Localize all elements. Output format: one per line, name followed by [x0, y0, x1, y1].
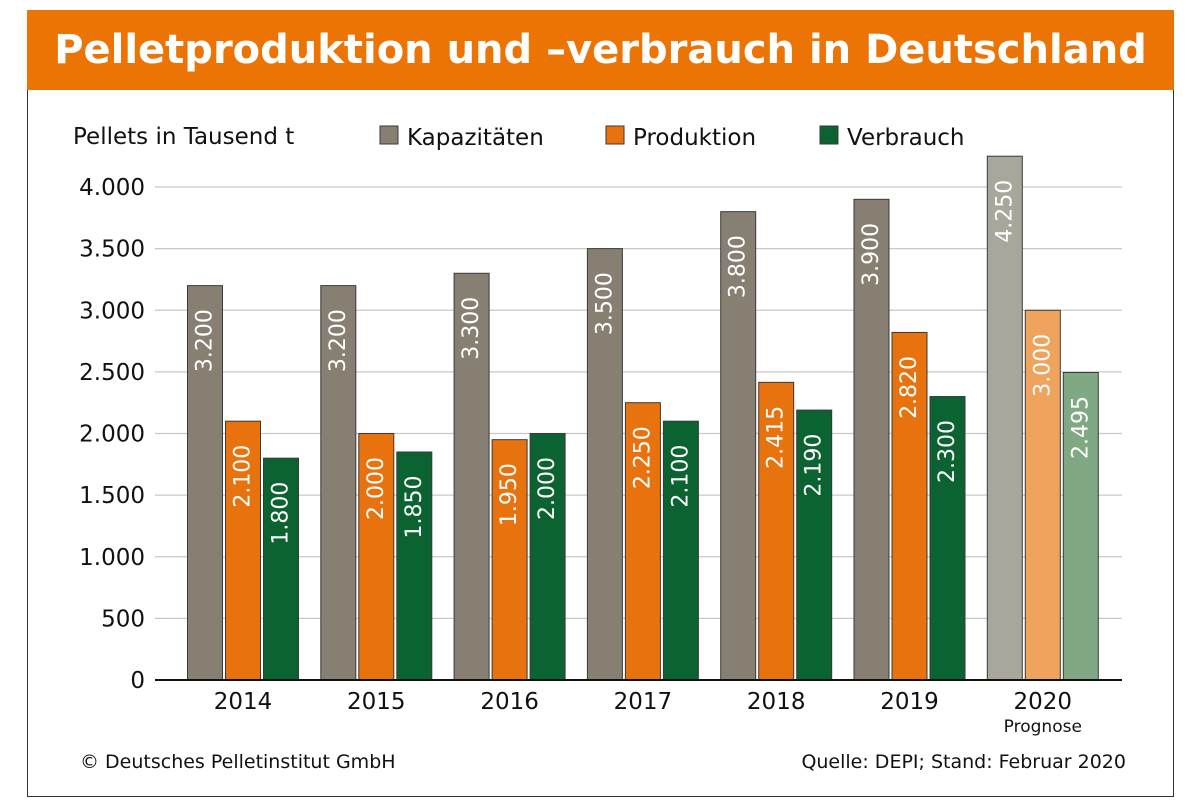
source-note: Quelle: DEPI; Stand: Februar 2020 — [801, 751, 1126, 773]
bar-produktion-2018 — [758, 381, 795, 681]
data-label: 2.000 — [535, 457, 560, 520]
data-label: 3.200 — [326, 309, 351, 372]
data-label: 2.000 — [364, 457, 389, 520]
bar-kapazitäten-2014 — [187, 285, 223, 681]
bar-verbrauch-2020 — [1062, 371, 1099, 681]
data-label: 3.300 — [459, 297, 484, 360]
x-tick-label: 2014 — [214, 689, 273, 715]
data-label: 1.800 — [269, 482, 294, 545]
y-tick-label: 500 — [101, 606, 145, 632]
bar-produktion-2015 — [358, 433, 395, 681]
data-label: 1.850 — [402, 475, 427, 538]
bar-verbrauch-2019 — [929, 396, 966, 681]
data-label: 3.900 — [859, 223, 884, 286]
bar-verbrauch-2015 — [396, 451, 433, 681]
x-tick-label: 2019 — [880, 689, 939, 715]
bar-verbrauch-2017 — [662, 420, 699, 681]
x-tick-label: 2015 — [347, 689, 406, 715]
chart-title: Pelletproduktion und –verbrauch in Deuts… — [27, 10, 1174, 90]
data-label: 2.250 — [630, 426, 655, 489]
bar-kapazitäten-2015 — [320, 285, 357, 681]
data-label: 3.000 — [1030, 334, 1055, 397]
x-tick-label: 2020 — [1014, 689, 1073, 715]
data-label: 2.495 — [1068, 396, 1093, 459]
data-label: 2.100 — [231, 445, 256, 508]
x-tick-label: 2017 — [614, 689, 673, 715]
data-label: 3.500 — [592, 272, 617, 335]
data-label: 2.415 — [764, 406, 789, 469]
data-label: 4.250 — [992, 180, 1017, 243]
legend-swatch — [605, 125, 625, 145]
data-label: 2.820 — [897, 356, 922, 419]
data-label: 3.800 — [726, 235, 751, 298]
y-tick-label: 3.000 — [79, 298, 145, 324]
bar-kapazitäten-2020 — [986, 155, 1023, 681]
bar-produktion-2014 — [225, 420, 261, 681]
data-label: 2.190 — [802, 434, 827, 497]
y-tick-label: 3.500 — [79, 237, 145, 263]
legend-swatch — [379, 125, 399, 145]
y-axis-label: Pellets in Tausend t — [73, 124, 294, 150]
y-tick-label: 0 — [130, 668, 145, 694]
copyright: © Deutsches Pelletinstitut GmbH — [80, 751, 396, 773]
y-tick-label: 1.500 — [79, 483, 145, 509]
y-tick-label: 1.000 — [79, 545, 145, 571]
bar-produktion-2019 — [891, 331, 928, 681]
bar-verbrauch-2016 — [529, 433, 566, 681]
legend-label: Produktion — [633, 125, 756, 151]
legend-label: Kapazitäten — [407, 125, 544, 151]
x-tick-label: 2018 — [747, 689, 806, 715]
bar-verbrauch-2018 — [796, 409, 833, 681]
legend-label: Verbrauch — [847, 125, 965, 151]
data-label: 2.100 — [668, 445, 693, 508]
x-tick-label: 2016 — [480, 689, 539, 715]
bar-kapazitäten-2018 — [720, 211, 757, 681]
x-tick-note: Prognose — [1004, 717, 1082, 737]
y-tick-label: 2.500 — [79, 360, 145, 386]
bar-kapazitäten-2017 — [586, 248, 623, 681]
bar-produktion-2017 — [624, 402, 661, 681]
bar-produktion-2016 — [491, 439, 528, 681]
y-tick-label: 4.000 — [79, 175, 145, 201]
data-label: 2.300 — [935, 420, 960, 483]
bar-verbrauch-2014 — [263, 457, 299, 681]
data-label: 3.200 — [193, 309, 218, 372]
bar-produktion-2020 — [1024, 309, 1061, 681]
bar-kapazitäten-2019 — [853, 198, 890, 681]
legend-swatch — [819, 125, 839, 145]
y-tick-label: 2.000 — [79, 422, 145, 448]
bar-kapazitäten-2016 — [453, 272, 490, 681]
data-label: 1.950 — [497, 463, 522, 526]
